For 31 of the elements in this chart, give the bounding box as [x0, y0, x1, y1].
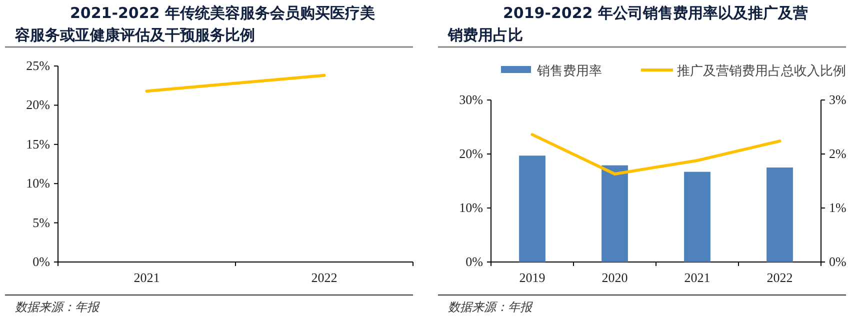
x-tick-label: 2022 [311, 270, 338, 285]
bar [684, 172, 710, 262]
y-tick-label: 25% [26, 58, 50, 73]
y2-tick-label: 2% [829, 146, 846, 161]
y-tick-label: 10% [459, 200, 484, 215]
x-tick-label: 2019 [519, 270, 546, 285]
x-tick-label: 2021 [684, 270, 710, 285]
y2-tick-label: 0% [829, 254, 846, 269]
bar [519, 156, 546, 262]
x-tick-label: 2021 [134, 270, 160, 285]
y-tick-label: 0% [32, 254, 50, 269]
x-tick-label: 2022 [766, 270, 793, 285]
y-tick-label: 30% [459, 92, 484, 107]
y2-tick-label: 1% [829, 200, 846, 215]
y2-tick-label: 3% [829, 92, 846, 107]
legend-label: 销售费用率 [536, 63, 602, 79]
bar [602, 165, 628, 262]
y-tick-label: 10% [26, 176, 50, 191]
line-series [530, 133, 782, 176]
chart-title: 2021-2022 年传统美容服务会员购买医疗美容服务或亚健康评估及干预服务比例 [14, 4, 375, 44]
legend-label: 推广及营销费用占总收入比例 [677, 64, 846, 79]
source-note: 数据来源：年报 [448, 300, 533, 314]
y-tick-label: 20% [26, 97, 50, 112]
bar [766, 168, 793, 262]
y-tick-label: 15% [26, 136, 50, 152]
y-tick-label: 20% [459, 146, 484, 161]
source-note: 数据来源：年报 [15, 300, 100, 314]
x-tick-label: 2020 [602, 270, 628, 285]
chart-title: 2019-2022 年公司销售费用率以及推广及营销费用占比 [447, 4, 808, 44]
y-tick-label: 5% [32, 214, 50, 230]
y-tick-label: 0% [466, 254, 484, 269]
